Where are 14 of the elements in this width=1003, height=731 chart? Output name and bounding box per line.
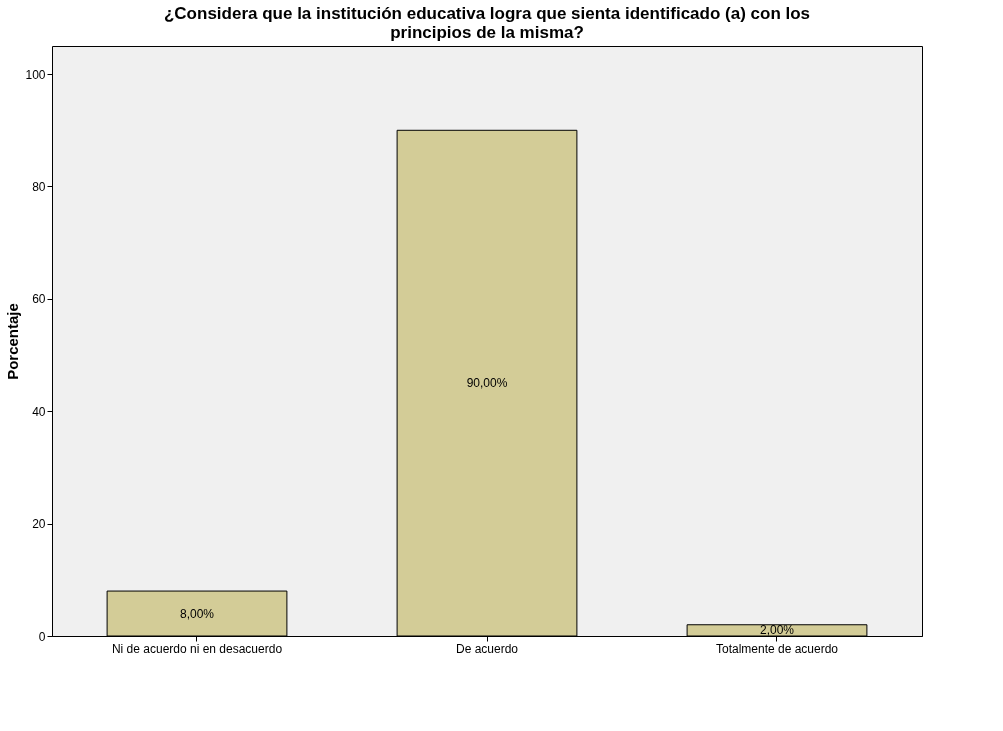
- y-tick-label: 0: [38, 629, 46, 644]
- y-tick-label: 60: [32, 292, 46, 307]
- data-label: 90,00%: [466, 376, 508, 391]
- y-tick-label: 80: [32, 179, 46, 194]
- x-tick-label: Ni de acuerdo ni en desacuerdo: [111, 641, 283, 656]
- y-axis-title: Porcentaje: [4, 303, 22, 380]
- data-label: 8,00%: [179, 606, 215, 621]
- y-tick-label: 100: [25, 67, 46, 82]
- data-label: 2,00%: [759, 623, 795, 638]
- x-tick-label: De acuerdo: [455, 641, 519, 656]
- y-tick-label: 20: [32, 517, 46, 532]
- chart-title: ¿Considera que la institución educativa logra que sienta identificado (a) con los principios de la misma?: [163, 4, 811, 42]
- y-tick-label: 40: [32, 404, 46, 419]
- x-tick-label: Totalmente de acuerdo: [715, 641, 839, 656]
